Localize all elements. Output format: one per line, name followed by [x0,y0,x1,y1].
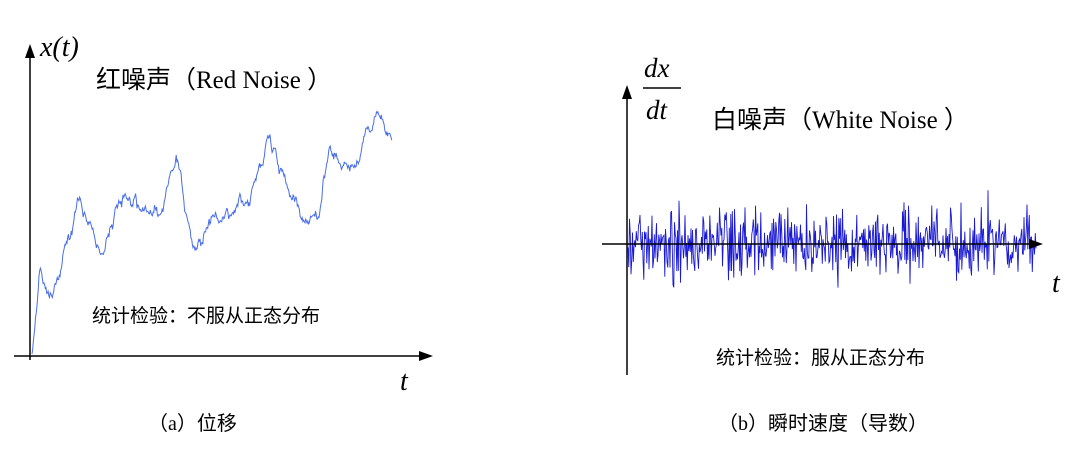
panel-a-title: 红噪声（Red Noise ） [96,66,332,94]
panel-b-note: 统计检验：服从正态分布 [716,347,925,369]
white-noise-line [627,190,1037,288]
panel-a-caption: （a）位移 [148,412,237,435]
panel-a-y-label: x(t) [39,32,79,63]
panel-b-x-arrow [1029,239,1043,249]
panel-b-y-label-numerator: dx [644,53,670,83]
panel-a-note: 统计检验：不服从正态分布 [92,305,320,327]
panel-b-title: 白噪声（White Noise ） [712,106,969,134]
panel-b-caption: （b）瞬时速度（导数） [718,412,928,435]
panel-b-x-label: t [1052,268,1061,299]
panel-a-x-label: t [400,366,409,397]
panel-b: dx dt 白噪声（White Noise ） t 统计检验：服从正态分布 （b… [602,53,1061,435]
red-noise-line [31,110,393,355]
panel-a-y-arrow [25,44,35,58]
panel-a: x(t) 红噪声（Red Noise ） 统计检验：不服从正态分布 t （a）位… [14,32,433,435]
panel-b-y-label-denominator: dt [646,95,669,125]
panel-b-y-arrow [622,85,632,99]
panel-a-x-arrow [419,351,433,361]
